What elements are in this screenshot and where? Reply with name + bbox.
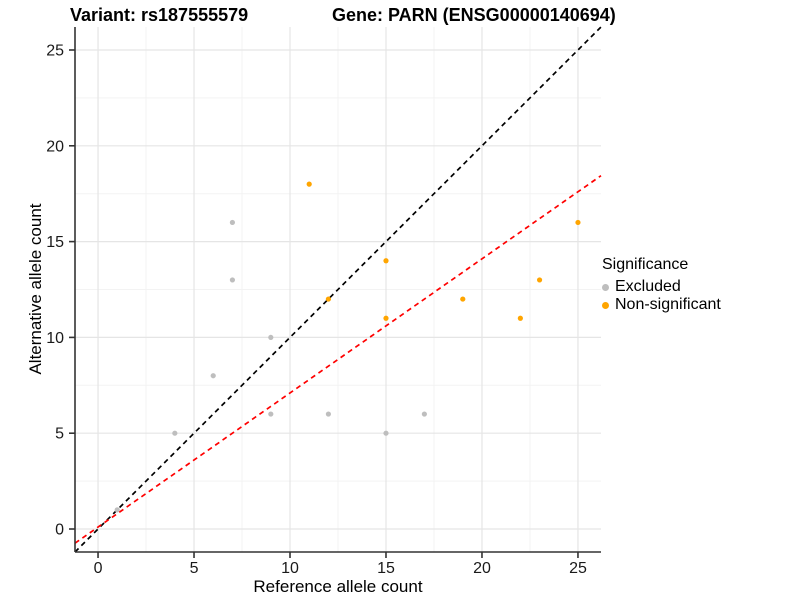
data-point-non-significant (306, 181, 312, 187)
legend-item-label: Non-significant (615, 296, 721, 313)
legend: Significance Excluded Non-significant (602, 256, 721, 314)
data-point-excluded (114, 507, 120, 513)
y-tick-label: 0 (55, 522, 64, 539)
data-point-non-significant (325, 296, 332, 302)
data-point-excluded (325, 411, 332, 417)
plot-title-gene: Gene: PARN (ENSG00000140694) (332, 5, 616, 25)
y-axis-title: Alternative allele count (26, 203, 45, 375)
identity-line (74, 26, 602, 553)
x-tick-label: 0 (94, 560, 103, 577)
legend-item: Non-significant (602, 296, 721, 314)
legend-item-label: Excluded (615, 278, 681, 295)
x-tick-label: 10 (281, 560, 299, 577)
legend-item: Excluded (602, 278, 721, 296)
fit-line (74, 174, 602, 544)
data-point-non-significant (517, 315, 523, 321)
legend-swatch-icon (602, 301, 609, 309)
y-tick-label: 10 (46, 330, 64, 347)
legend-title: Significance (602, 256, 689, 273)
data-point-non-significant (383, 258, 389, 264)
data-point-non-significant (536, 277, 543, 283)
data-point-excluded (421, 411, 427, 417)
data-point-non-significant (460, 296, 466, 302)
y-tick-label: 20 (46, 138, 64, 155)
x-tick-label: 5 (190, 560, 199, 577)
data-point-excluded (172, 430, 178, 436)
data-point-excluded (229, 277, 236, 283)
data-point-excluded (210, 373, 216, 379)
x-tick-label: 20 (473, 560, 491, 577)
data-point-excluded (383, 430, 389, 436)
data-point-non-significant (383, 315, 389, 321)
y-tick-label: 15 (46, 234, 64, 251)
legend-swatch-icon (602, 283, 609, 291)
plot-title-variant: Variant: rs187555579 (70, 5, 249, 25)
x-tick-label: 15 (377, 560, 395, 577)
y-tick-label: 25 (46, 42, 64, 59)
data-point-non-significant (575, 219, 581, 226)
data-point-excluded (229, 219, 236, 226)
x-axis-title: Reference allele count (253, 577, 423, 596)
data-point-excluded (268, 411, 274, 417)
data-point-excluded (268, 334, 274, 341)
y-tick-label: 5 (55, 426, 64, 443)
x-tick-label: 25 (569, 560, 587, 577)
legend-items: Excluded Non-significant (602, 278, 721, 314)
